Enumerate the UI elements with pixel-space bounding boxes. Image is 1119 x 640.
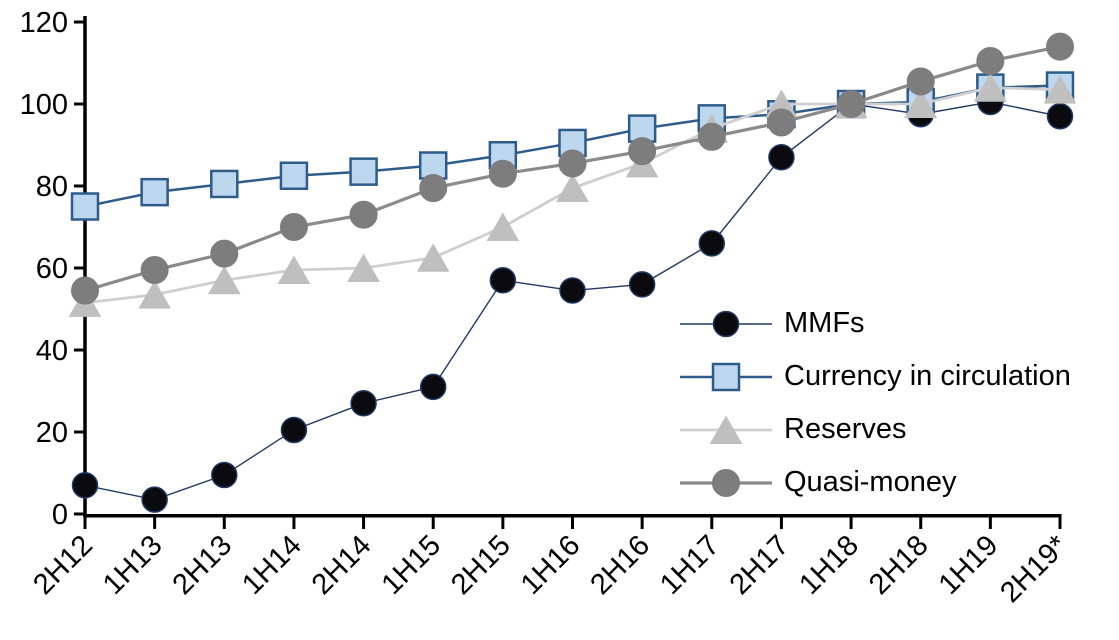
marker-circle [1046, 32, 1074, 61]
marker-square [210, 169, 239, 199]
marker-circle [837, 90, 866, 118]
marker-circle [559, 277, 586, 304]
x-tick-label: 2H16 [584, 529, 656, 601]
legend-item-quasi-money: Quasi-money [678, 462, 1071, 503]
marker-circle [419, 174, 448, 203]
legend-label-reserves: Reserves [784, 413, 907, 445]
x-tick-label: 1H19 [933, 529, 1005, 601]
marker-circle [211, 461, 238, 489]
legend-label-currency-in-circulation: Currency in circulation [784, 360, 1071, 392]
marker-circle [489, 267, 517, 294]
marker-triangle [347, 253, 380, 282]
x-tick-label: 2H12 [27, 529, 99, 601]
marker-circle [279, 213, 308, 241]
y-tick-label: 0 [52, 499, 68, 531]
marker-circle [712, 468, 740, 497]
y-tick-label: 60 [36, 253, 68, 285]
x-tick-label: 2H15 [445, 529, 517, 601]
reserves-legend-marker-icon [680, 415, 772, 444]
x-tick-label: 1H13 [97, 529, 169, 601]
y-tick-label: 120 [20, 7, 68, 39]
x-tick-label: 2H13 [167, 529, 239, 601]
marker-circle [280, 416, 308, 444]
quasi-money-legend-marker-icon [680, 468, 772, 497]
marker-circle [210, 239, 239, 268]
marker-circle [698, 230, 726, 257]
y-tick-label: 40 [36, 335, 68, 367]
legend-item-currency-in-circulation: Currency in circulation [678, 356, 1071, 397]
marker-circle [71, 276, 99, 305]
x-tick-label: 1H18 [793, 529, 865, 601]
marker-circle [1046, 103, 1074, 130]
marker-triangle [904, 89, 938, 118]
legend-item-mmfs: MMFs [678, 303, 1071, 344]
legend-label-mmfs: MMFs [784, 307, 865, 339]
y-tick-label: 100 [20, 89, 68, 121]
marker-circle [141, 486, 168, 513]
x-tick-label: 2H19* [994, 529, 1074, 609]
mmfs-legend-marker-icon [680, 310, 772, 337]
y-tick-label: 80 [36, 171, 68, 203]
marker-square [140, 177, 169, 207]
x-tick-label: 1H15 [376, 529, 448, 601]
marker-square [279, 161, 309, 190]
marker-circle [628, 137, 657, 166]
x-tick-label: 2H14 [306, 529, 378, 601]
marker-circle [419, 373, 447, 401]
marker-circle [140, 256, 169, 285]
marker-circle [349, 200, 378, 229]
x-tick-label: 1H16 [515, 529, 587, 601]
marker-circle [976, 46, 1005, 75]
marker-circle [350, 390, 377, 417]
marker-square [711, 362, 741, 391]
x-tick-label: 1H14 [236, 529, 308, 601]
marker-triangle [973, 73, 1007, 102]
marker-triangle [138, 280, 172, 309]
marker-triangle [486, 212, 520, 241]
marker-circle [768, 144, 795, 171]
legend-item-reserves: Reserves [678, 409, 1071, 450]
marker-circle [697, 122, 726, 151]
marker-circle [628, 271, 656, 298]
marker-square [349, 157, 378, 186]
chart-legend: MMFs Currency in circulation Reserves Qu… [678, 303, 1071, 515]
x-tick-label: 2H18 [863, 529, 935, 601]
legend-label-quasi-money: Quasi-money [784, 466, 957, 498]
y-tick-label: 20 [36, 417, 68, 449]
marker-triangle [1043, 75, 1077, 104]
marker-triangle [277, 255, 311, 285]
marker-triangle [709, 415, 743, 444]
marker-circle [558, 149, 587, 178]
marker-triangle [556, 173, 589, 203]
x-tick-label: 2H17 [724, 529, 796, 601]
x-tick-label: 1H17 [654, 529, 726, 601]
marker-circle [712, 310, 740, 337]
marker-circle [488, 159, 517, 188]
marker-square [70, 192, 100, 221]
marker-circle [71, 472, 99, 499]
marker-circle [767, 108, 796, 137]
marker-triangle [416, 243, 450, 272]
currency-legend-marker-icon [680, 362, 772, 391]
marker-triangle [207, 265, 241, 295]
marker-circle [906, 67, 935, 96]
